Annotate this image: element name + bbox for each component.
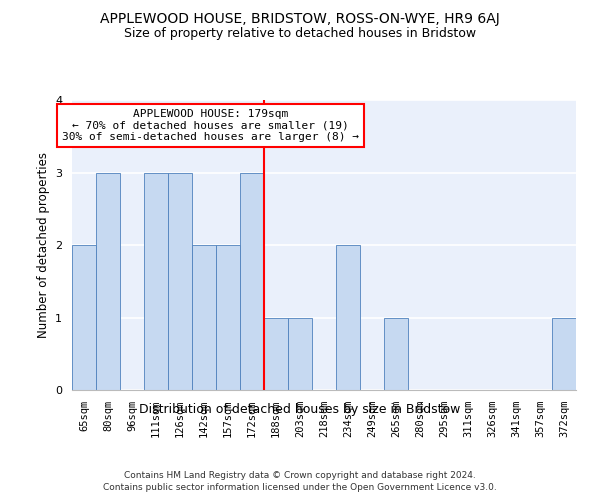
- Bar: [144, 172, 168, 390]
- Bar: [168, 172, 192, 390]
- Bar: [240, 172, 264, 390]
- Text: Contains public sector information licensed under the Open Government Licence v3: Contains public sector information licen…: [103, 484, 497, 492]
- Text: Contains HM Land Registry data © Crown copyright and database right 2024.: Contains HM Land Registry data © Crown c…: [124, 471, 476, 480]
- Bar: [72, 245, 96, 390]
- Text: APPLEWOOD HOUSE: 179sqm
← 70% of detached houses are smaller (19)
30% of semi-de: APPLEWOOD HOUSE: 179sqm ← 70% of detache…: [62, 108, 359, 142]
- Bar: [192, 245, 216, 390]
- Bar: [288, 318, 312, 390]
- Bar: [216, 245, 240, 390]
- Bar: [96, 172, 120, 390]
- Y-axis label: Number of detached properties: Number of detached properties: [37, 152, 50, 338]
- Bar: [264, 318, 288, 390]
- Bar: [552, 318, 576, 390]
- Bar: [336, 245, 360, 390]
- Text: Distribution of detached houses by size in Bridstow: Distribution of detached houses by size …: [139, 402, 461, 415]
- Bar: [384, 318, 408, 390]
- Text: APPLEWOOD HOUSE, BRIDSTOW, ROSS-ON-WYE, HR9 6AJ: APPLEWOOD HOUSE, BRIDSTOW, ROSS-ON-WYE, …: [100, 12, 500, 26]
- Text: Size of property relative to detached houses in Bridstow: Size of property relative to detached ho…: [124, 28, 476, 40]
